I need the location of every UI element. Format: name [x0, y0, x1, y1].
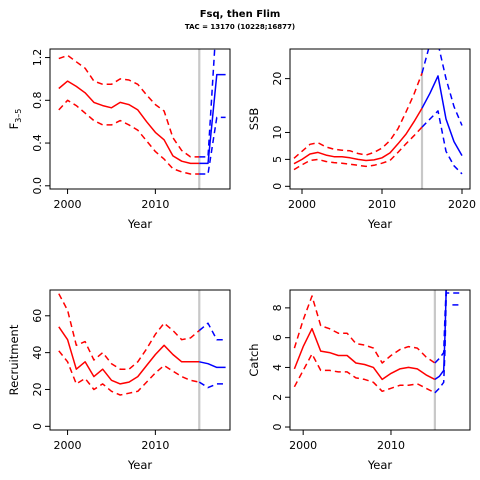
projection-lower-line: [421, 110, 463, 175]
plot-frame: [289, 289, 471, 431]
plot-frame: [289, 48, 471, 190]
history-upper-line: [58, 54, 200, 158]
history-lower-line: [293, 353, 436, 394]
y-axis-label: Catch: [247, 343, 261, 376]
y-tick-label: 0: [271, 424, 284, 431]
y-tick-label: 6: [271, 334, 284, 341]
y-axis-label: Recruitment: [7, 324, 21, 395]
y-tick-label: 20: [31, 382, 44, 396]
y-axis-label-main: F: [7, 123, 21, 130]
panel-ssb: 2000 2010 2020 0 5 10 20 Year SSB: [247, 48, 476, 231]
projection-upper-line: [198, 322, 226, 341]
x-tick-label: 2000: [54, 198, 82, 211]
x-axis-label: Year: [127, 217, 153, 231]
y-tick-label: 60: [31, 309, 44, 323]
x-axis-label: Year: [367, 458, 393, 472]
x-tick-label: 2010: [141, 198, 169, 211]
history-lower-line: [58, 350, 200, 396]
y-tick-label: 10: [271, 125, 284, 139]
projection-lower-line: [199, 116, 226, 175]
y-tick-label: 1.2: [31, 49, 44, 67]
x-tick-label: 2020: [448, 198, 476, 211]
y-tick-label: 0.4: [31, 134, 44, 152]
projection-lower-line: [198, 381, 226, 389]
plot-area: [293, 290, 462, 430]
y-tick-label: 0: [31, 423, 44, 430]
plot-frame: [49, 289, 231, 431]
x-axis-label: Year: [367, 217, 393, 231]
y-tick-label: 5: [271, 156, 284, 163]
plot-area: [293, 49, 463, 189]
panel-catch: 2000 2010 0 2 4 6 8 Year Catch: [247, 289, 471, 472]
figure-subtitle: TAC = 13170 (10228;16877): [184, 23, 296, 31]
x-tick-label: 2000: [289, 439, 317, 452]
y-tick-label: 2: [271, 394, 284, 401]
history-median-line: [293, 107, 423, 165]
history-median-line: [58, 326, 200, 385]
x-axis-label: Year: [127, 458, 153, 472]
history-upper-line: [293, 72, 423, 159]
history-lower-line: [293, 126, 423, 171]
y-axis-label: F3–5: [7, 109, 23, 130]
y-tick-label: 0.0: [31, 177, 44, 195]
figure-title: Fsq, then Flim: [199, 9, 281, 20]
projection-median-line: [199, 73, 226, 165]
y-tick-label: 20: [271, 72, 284, 86]
history-median-line: [293, 327, 436, 381]
history-upper-line: [58, 293, 200, 370]
panel-recruitment: 2000 2010 0 20 40 60 Year Recruitment: [7, 289, 231, 472]
x-tick-label: 2010: [377, 439, 405, 452]
y-axis-label-sub: 3–5: [14, 109, 23, 123]
y-tick-label: 40: [31, 346, 44, 360]
projection-upper-line: [421, 49, 463, 126]
projection-upper-line: [434, 290, 447, 364]
panel-f-bar: 2000 2010 0.0 0.4 0.8 1.2 Year F3–5: [7, 48, 231, 231]
y-axis-label: SSB: [247, 108, 261, 131]
y-tick-label: 4: [271, 364, 284, 371]
projection-median-line: [199, 361, 226, 369]
plot-frame: [49, 48, 231, 190]
x-tick-label: 2000: [288, 198, 316, 211]
history-lower-line: [58, 99, 200, 175]
history-upper-line: [293, 295, 436, 364]
y-tick-label: 0.8: [31, 92, 44, 110]
projection-median-line: [434, 290, 447, 381]
y-tick-label: 8: [271, 304, 284, 311]
x-tick-label: 2010: [368, 198, 396, 211]
projection-median-line: [421, 75, 463, 156]
y-tick-label: 0: [271, 183, 284, 190]
x-tick-label: 2010: [141, 439, 169, 452]
projection-lower-line: [434, 292, 462, 394]
history-median-line: [58, 80, 200, 165]
projection-upper-line: [199, 49, 216, 158]
plot-area: [58, 49, 226, 189]
plot-area: [58, 290, 226, 430]
x-tick-label: 2000: [54, 439, 82, 452]
